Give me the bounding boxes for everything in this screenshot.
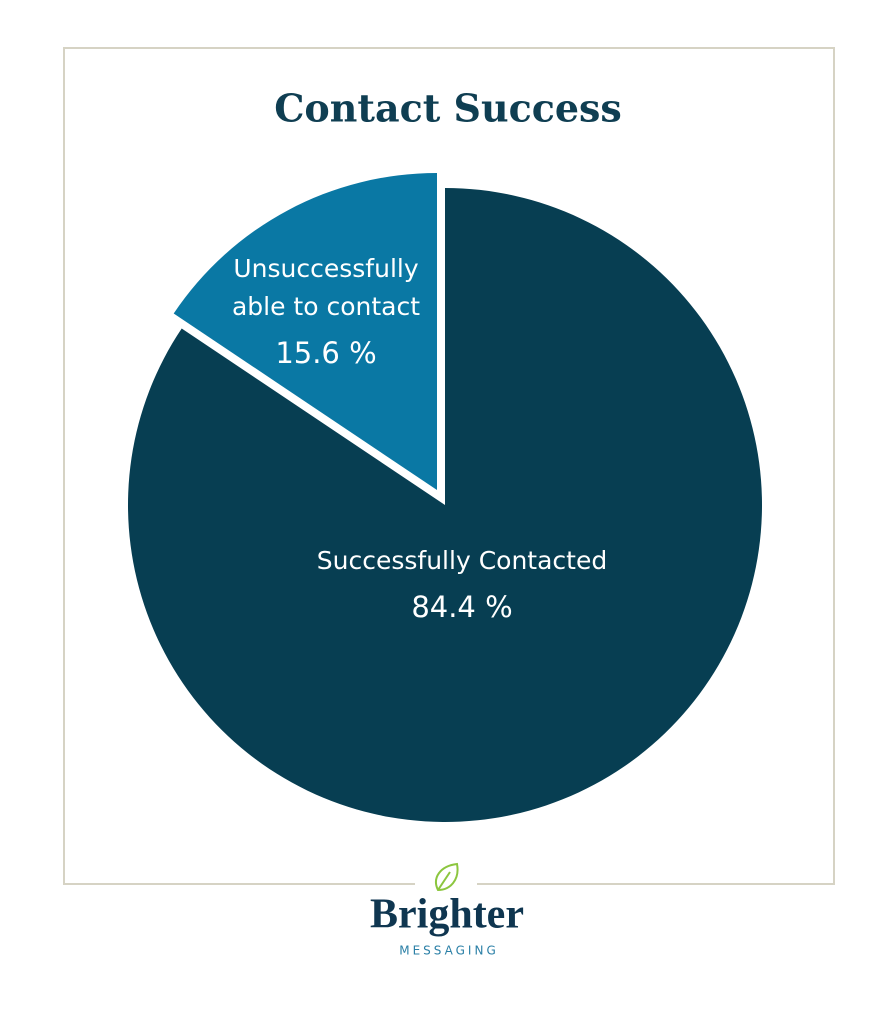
category-label: Successfully Contacted — [316, 546, 608, 575]
pie-slice — [173, 173, 437, 491]
value-label: 15.6 % — [275, 336, 377, 370]
pie — [128, 173, 762, 823]
chart-title: Contact Success — [274, 86, 622, 131]
category-label: Unsuccessfully able to contact — [231, 254, 421, 321]
pie-slice — [128, 188, 762, 823]
brand-name: Brighter — [370, 892, 524, 938]
slice-label: Unsuccessfully able to contact 15.6 % — [231, 250, 421, 370]
brand-tagline: MESSAGING — [399, 944, 499, 958]
value-label: 84.4 % — [411, 590, 513, 624]
logo-leaf — [435, 862, 459, 892]
slice-label: Successfully Contacted 84.4 % — [282, 542, 642, 624]
